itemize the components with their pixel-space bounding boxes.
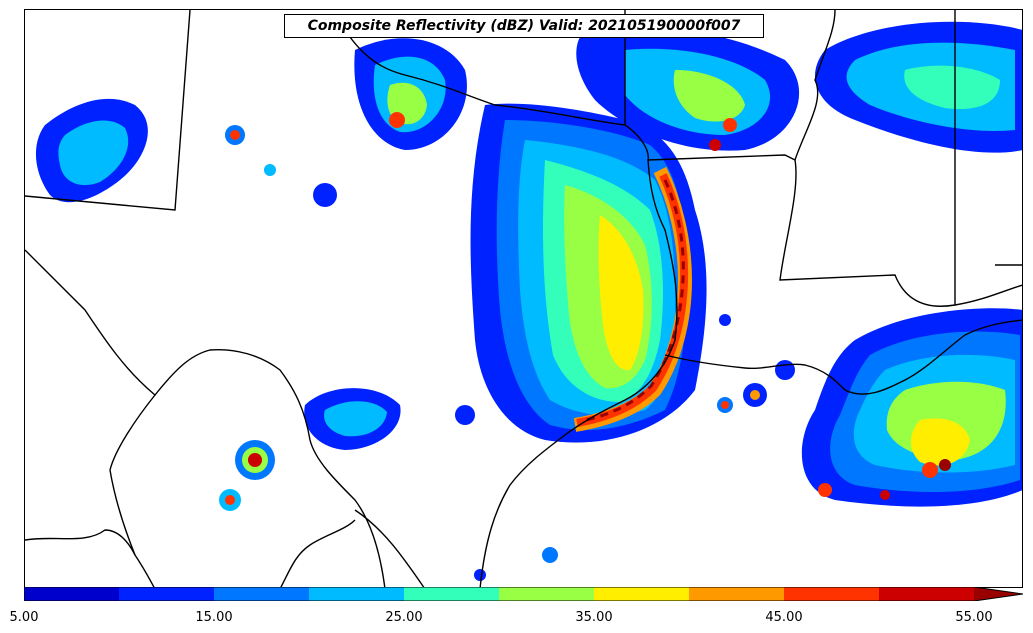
colorbar-bin (689, 587, 784, 601)
colorbar-bin (879, 587, 974, 601)
colorbar-bin (784, 587, 879, 601)
reflectivity-map (25, 10, 1022, 587)
colorbar-bin (309, 587, 404, 601)
map-panel (24, 9, 1023, 588)
colorbar-tick-label: 25.00 (385, 610, 423, 625)
northeast-storm-cluster (815, 21, 1022, 153)
northwest-light-cells (35, 98, 337, 207)
scattered-cells (455, 314, 795, 581)
gulf-storm-cluster (801, 308, 1022, 507)
colorbar-bin (24, 587, 119, 601)
east-texas-storm-band (470, 103, 707, 443)
colorbar-outline (24, 587, 1023, 601)
map-title: Composite Reflectivity (dBZ) Valid: 2021… (284, 14, 764, 38)
colorbar-tick-label: 15.00 (195, 610, 233, 625)
colorbar-tick-label: 5.00 (9, 610, 39, 625)
north-storm-cluster (354, 26, 800, 151)
colorbar-tick-label: 55.00 (955, 610, 993, 625)
colorbar-bin (119, 587, 214, 601)
colorbar-bin (499, 587, 594, 601)
colorbar-tick-label: 45.00 (765, 610, 803, 625)
precipitation-field (35, 21, 1022, 581)
colorbar-tick-label: 35.00 (575, 610, 613, 625)
political-boundaries (25, 10, 1022, 587)
southwest-storm-cells (219, 388, 401, 511)
colorbar (24, 587, 1023, 601)
colorbar-extend-arrow (974, 587, 1023, 601)
colorbar-bin (594, 587, 689, 601)
colorbar-bin (404, 587, 499, 601)
colorbar-bin (214, 587, 309, 601)
